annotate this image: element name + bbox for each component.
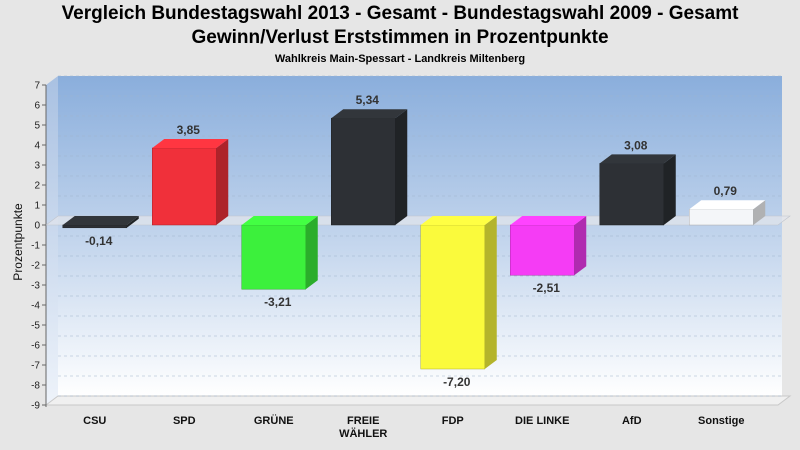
bar-front	[62, 224, 127, 229]
bar	[510, 216, 587, 276]
category-label: FDP	[442, 415, 464, 427]
category-label: SPD	[173, 415, 196, 427]
plot-left-wall	[46, 76, 58, 405]
bar-top	[599, 154, 676, 164]
chart-subtitle: Wahlkreis Main-Spessart - Landkreis Milt…	[274, 53, 526, 65]
value-label: -3,21	[264, 295, 292, 309]
bar-side	[216, 139, 229, 225]
value-label: -7,20	[443, 375, 471, 389]
bar-front	[420, 224, 485, 370]
bar-top	[420, 216, 497, 225]
value-label: 3,85	[177, 123, 201, 137]
value-label: 3,08	[624, 138, 648, 152]
bar-side	[484, 216, 497, 369]
plot-background	[44, 76, 792, 407]
y-tick-label: -3	[31, 281, 40, 292]
value-labels: -0,14 3,85 -3,21 5,34 -7,20 -2,51 3,08 0,79	[85, 93, 737, 389]
y-axis-ticks: 7 6 5 4 3 2 1 0 -1 -2 -3 -4 -5 -6 -7 -8 -9	[31, 81, 46, 412]
bar-side	[663, 154, 676, 225]
bars	[62, 109, 766, 370]
y-tick-label: -2	[31, 261, 40, 272]
value-label: -0,14	[85, 234, 113, 248]
y-tick-label: -5	[31, 321, 40, 332]
category-label: GRÜNE	[254, 414, 294, 427]
bar	[331, 109, 408, 226]
y-tick-label: -7	[31, 361, 40, 372]
chart-title: Vergleich Bundestagswahl 2013 - Gesamt -…	[61, 3, 739, 24]
bar-side	[126, 216, 139, 228]
category-label: DIE LINKE	[515, 415, 569, 427]
y-tick-label: 4	[34, 141, 40, 152]
bar-side	[574, 216, 587, 276]
chart-title-line-2: Gewinn/Verlust Erststimmen in Prozentpun…	[191, 27, 609, 48]
category-label: CSU	[83, 415, 106, 427]
value-label: 0,79	[714, 184, 738, 198]
value-label: 5,34	[356, 93, 380, 107]
category-label: Sonstige	[698, 415, 744, 427]
value-label: -2,51	[533, 281, 561, 295]
bar-top	[241, 216, 318, 225]
bar-front	[241, 224, 306, 290]
bar-side	[305, 216, 318, 290]
bar-front	[689, 208, 754, 226]
bar-front	[510, 224, 575, 276]
bar-front	[152, 147, 217, 226]
bar	[689, 200, 766, 226]
bar	[420, 216, 497, 370]
y-tick-label: -1	[31, 241, 40, 252]
y-tick-label: -6	[31, 341, 40, 352]
y-tick-label: 5	[34, 121, 40, 132]
bar-top	[152, 139, 229, 148]
y-tick-label: 2	[34, 181, 40, 192]
y-tick-label: -4	[31, 301, 40, 312]
bar-top	[331, 109, 408, 119]
bar-top	[62, 216, 139, 225]
y-tick-label: 6	[34, 101, 40, 112]
bar	[152, 139, 229, 226]
bar-top	[510, 216, 587, 225]
y-tick-label: 1	[34, 201, 40, 212]
y-tick-label: 3	[34, 161, 40, 172]
bar-top	[689, 200, 766, 210]
plot-floor	[44, 395, 792, 406]
bar-side	[753, 200, 766, 225]
category-label: AfD	[622, 415, 642, 427]
bar	[62, 216, 139, 229]
y-axis-label: Prozentpunkte	[11, 203, 25, 281]
bar-side	[395, 109, 408, 225]
y-tick-label: -8	[31, 381, 40, 392]
y-tick-label: -9	[31, 401, 40, 412]
category-label: WÄHLER	[339, 427, 387, 440]
bar-front	[599, 163, 664, 226]
y-tick-label: 7	[34, 81, 40, 92]
y-tick-label: 0	[34, 221, 40, 232]
bar	[599, 154, 676, 226]
category-label: FREIE	[347, 415, 379, 427]
bar	[241, 216, 318, 290]
bar-front	[331, 117, 396, 226]
